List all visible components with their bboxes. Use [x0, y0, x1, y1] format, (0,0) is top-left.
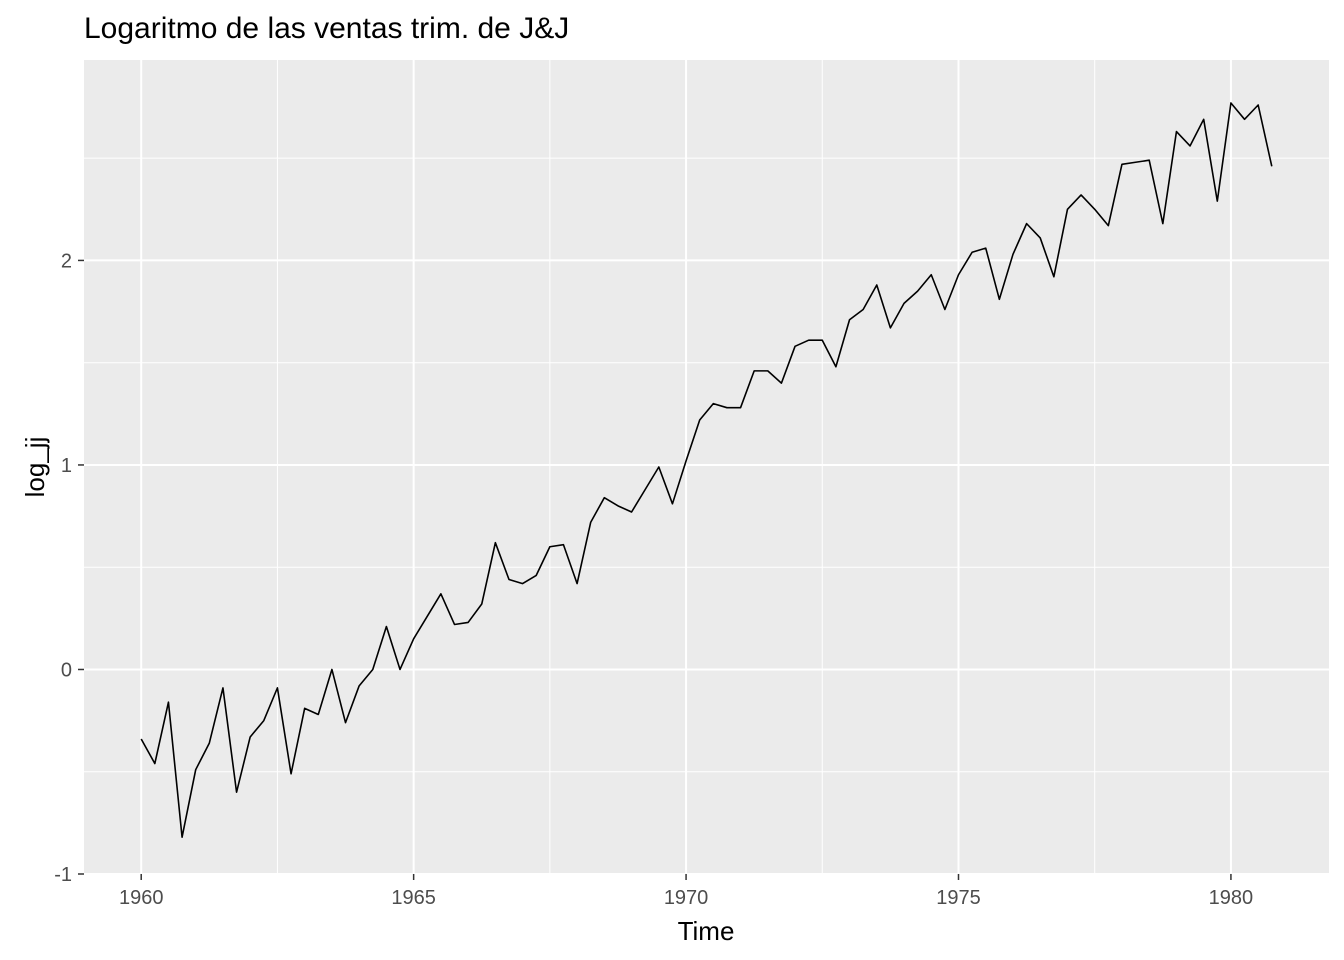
x-tick-label: 1980 [1209, 887, 1254, 909]
x-axis-title: Time [678, 916, 735, 946]
minor-gridlines [84, 60, 1329, 874]
y-tick-labels: -1 0 1 2 [54, 250, 72, 886]
major-gridlines [84, 60, 1329, 875]
x-tick-label: 1965 [391, 887, 436, 909]
x-tick-labels: 1960 1965 1970 1975 1980 [119, 887, 1253, 909]
chart-title: Logaritmo de las ventas trim. de J&J [84, 12, 570, 45]
axis-ticks [78, 259, 1232, 880]
y-tick-label: 1 [61, 455, 72, 477]
y-tick-label: 0 [61, 659, 72, 681]
y-tick-label: 2 [61, 250, 72, 272]
y-axis-title: log_jj [20, 437, 50, 498]
series-line-log-jj [140, 102, 1273, 838]
x-tick-label: 1960 [119, 887, 164, 909]
y-tick-label: -1 [54, 864, 72, 886]
x-tick-label: 1970 [664, 887, 709, 909]
x-tick-label: 1975 [936, 887, 981, 909]
plot-panel [84, 60, 1329, 874]
